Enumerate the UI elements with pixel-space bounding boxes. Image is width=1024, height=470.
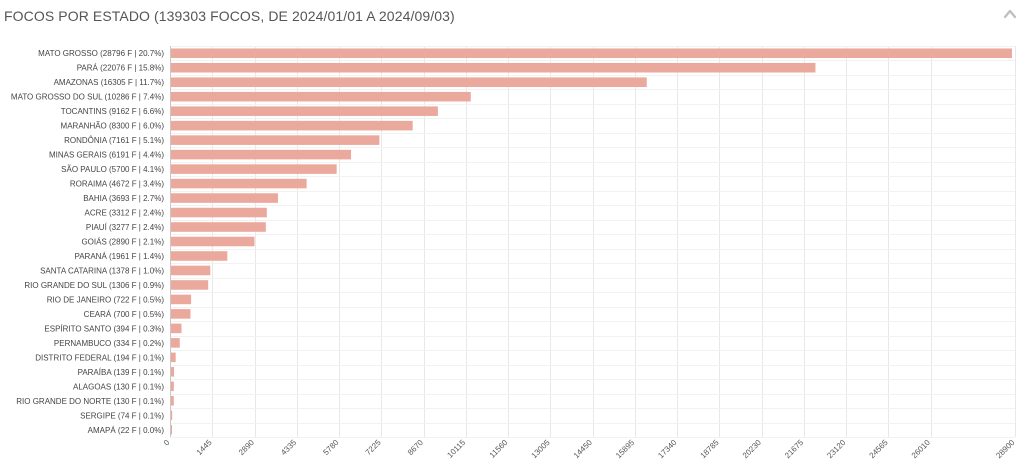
collapse-button[interactable] — [1002, 6, 1018, 22]
category-label: RIO GRANDE DO NORTE (130 F | 0.1%) — [16, 397, 164, 406]
category-label: TOCANTINS (9162 F | 6.6%) — [61, 107, 165, 116]
bar — [171, 222, 266, 232]
bar — [171, 48, 1012, 59]
panel-header: FOCOS POR ESTADO (139303 FOCOS, DE 2024/… — [0, 0, 1024, 34]
x-tick-label: 1445 — [195, 438, 214, 457]
panel-title: FOCOS POR ESTADO (139303 FOCOS, DE 2024/… — [4, 8, 455, 24]
category-label: MINAS GERAIS (6191 F | 4.4%) — [49, 151, 164, 160]
bar — [171, 338, 180, 348]
category-label: MATO GROSSO DO SUL (10286 F | 7.4%) — [11, 93, 164, 102]
category-label: PERNAMBUCO (334 F | 0.2%) — [54, 339, 164, 348]
bar — [171, 323, 182, 334]
bar — [171, 309, 191, 319]
category-label: AMAPÁ (22 F | 0.0%) — [88, 426, 165, 435]
x-tick-label: 17340 — [656, 438, 678, 460]
category-label: RORAIMA (4672 F | 3.4%) — [70, 180, 164, 189]
bar — [171, 410, 173, 421]
bar — [171, 106, 438, 116]
bar — [171, 193, 278, 203]
category-label: RIO GRANDE DO SUL (1306 F | 0.9%) — [24, 281, 164, 290]
category-label: ACRE (3312 F | 2.4%) — [85, 209, 165, 218]
category-label: SERGIPE (74 F | 0.1%) — [80, 411, 164, 420]
x-tick-label: 21675 — [783, 438, 805, 460]
bar — [171, 352, 176, 363]
x-tick-label: 2890 — [237, 438, 256, 457]
bar — [171, 424, 172, 435]
category-label: AMAZONAS (16305 F | 11.7%) — [54, 78, 165, 87]
x-tick-label: 24565 — [868, 438, 890, 460]
bar — [171, 178, 307, 189]
x-tick-label: 14450 — [572, 438, 594, 460]
x-tick-label: 13005 — [530, 438, 552, 460]
category-label: SÃO PAULO (5700 F | 4.1%) — [61, 165, 164, 174]
category-label: PIAUÍ (3277 F | 2.4%) — [86, 223, 164, 232]
category-label: RIO DE JANEIRO (722 F | 0.5%) — [47, 295, 165, 304]
bar — [171, 149, 352, 160]
category-label: PARAÍBA (139 F | 0.1%) — [78, 368, 165, 377]
bar — [171, 236, 255, 247]
x-tick-label: 26010 — [910, 438, 932, 460]
category-label: ESPÍRITO SANTO (394 F | 0.3%) — [44, 324, 164, 333]
x-tick-label: 28900 — [994, 438, 1016, 460]
bar — [171, 265, 211, 276]
category-label: CEARÁ (700 F | 0.5%) — [84, 310, 165, 319]
bar — [171, 135, 380, 145]
category-label: SANTA CATARINA (1378 F | 1.0%) — [40, 266, 164, 275]
x-tick-label: 0 — [162, 438, 172, 448]
category-label: GOIÁS (2890 F | 2.1%) — [81, 238, 164, 247]
bar — [171, 367, 175, 377]
x-tick-label: 5780 — [321, 438, 340, 457]
x-tick-label: 15895 — [614, 438, 636, 460]
x-tick-label: 8670 — [406, 438, 425, 457]
bar — [171, 251, 228, 261]
x-tick-label: 20230 — [741, 438, 763, 460]
category-label: PARÁ (22076 F | 15.8%) — [77, 64, 165, 73]
x-tick-label: 7225 — [364, 438, 383, 457]
category-label: ALAGOAS (130 F | 0.1%) — [73, 382, 164, 391]
bar — [171, 207, 267, 218]
bar — [171, 62, 816, 73]
bar — [171, 294, 192, 305]
bar — [171, 164, 337, 174]
category-label: RONDÔNIA (7161 F | 5.1%) — [64, 136, 164, 145]
category-label: DISTRITO FEDERAL (194 F | 0.1%) — [35, 353, 164, 362]
category-label: PARANÁ (1961 F | 1.4%) — [74, 252, 164, 261]
category-label: MARANHÃO (8300 F | 6.0%) — [61, 122, 165, 131]
chevron-up-icon — [1002, 6, 1018, 22]
bar — [171, 396, 174, 406]
x-tick-label: 23120 — [825, 438, 847, 460]
bar — [171, 77, 647, 87]
x-tick-label: 4335 — [279, 438, 298, 457]
bar — [171, 120, 413, 131]
x-tick-label: 18785 — [699, 438, 721, 460]
x-tick-label: 10115 — [445, 438, 467, 460]
bar — [171, 381, 174, 392]
bar — [171, 91, 471, 102]
category-label: MATO GROSSO (28796 F | 20.7%) — [38, 49, 164, 58]
bar — [171, 280, 209, 290]
category-label: BAHIA (3693 F | 2.7%) — [83, 194, 164, 203]
x-tick-label: 11560 — [488, 438, 510, 460]
